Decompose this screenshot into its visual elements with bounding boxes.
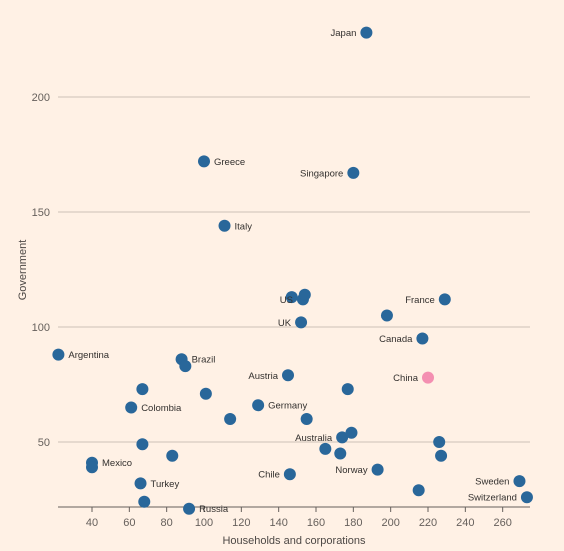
point-label-france: France	[405, 295, 435, 306]
data-point	[334, 447, 347, 460]
data-point	[136, 438, 149, 451]
data-point	[138, 495, 151, 508]
y-tick-label: 200	[32, 92, 50, 104]
point-turkey	[134, 477, 147, 490]
x-tick-label: 200	[381, 517, 399, 529]
point-china	[422, 371, 435, 384]
data-point	[435, 449, 448, 462]
x-tick-label: 180	[344, 517, 362, 529]
y-axis-ticks: 50 100 150 200	[32, 92, 50, 449]
point-colombia	[125, 401, 138, 414]
data-point	[179, 360, 192, 373]
data-point	[300, 413, 313, 425]
x-tick-label: 220	[419, 517, 437, 529]
point-label-austria: Austria	[248, 371, 278, 382]
data-point	[285, 291, 298, 304]
point-japan	[360, 26, 373, 39]
point-label-brazil: Brazil	[192, 355, 216, 366]
point-label-norway: Norway	[335, 465, 367, 476]
point-chile	[283, 468, 296, 481]
data-point	[412, 484, 425, 497]
data-point	[319, 442, 332, 455]
x-tick-label: 160	[307, 517, 325, 529]
point-label-australia: Australia	[295, 433, 333, 444]
point-france	[438, 293, 451, 306]
x-tick-label: 140	[269, 517, 287, 529]
point-switzerland	[520, 491, 533, 504]
data-point	[166, 449, 179, 462]
point-label-argentina: Argentina	[68, 350, 109, 361]
point-label-italy: Italy	[235, 221, 253, 232]
point-sweden	[513, 475, 526, 488]
point-label-mexico: Mexico	[102, 458, 132, 469]
point-argentina	[52, 348, 65, 361]
point-uk	[295, 316, 308, 329]
point-label-chile: Chile	[258, 470, 280, 481]
point-label-sweden: Sweden	[475, 477, 509, 488]
point-label-colombia: Colombia	[141, 403, 182, 414]
x-tick-label: 260	[493, 517, 511, 529]
point-label-greece: Greece	[214, 157, 245, 168]
point-greece	[198, 155, 211, 168]
point-label-turkey: Turkey	[151, 479, 180, 490]
x-axis-ticks: 40 60 80 100 120 140 160 180 200 220 240 260	[86, 507, 512, 529]
point-label-canada: Canada	[379, 334, 413, 345]
y-tick-label: 150	[32, 207, 50, 219]
point-australia	[336, 431, 349, 444]
x-tick-label: 60	[123, 517, 135, 529]
data-point	[86, 461, 98, 474]
data-point	[433, 436, 446, 448]
point-italy	[218, 219, 231, 232]
point-label-uk: UK	[278, 318, 292, 329]
data-point	[224, 413, 237, 425]
data-point	[380, 309, 393, 322]
point-label-us: US	[280, 295, 293, 306]
x-tick-label: 80	[161, 517, 173, 529]
y-tick-label: 100	[32, 322, 50, 334]
data-point	[136, 383, 149, 396]
y-tick-label: 50	[38, 437, 50, 449]
point-germany	[252, 399, 265, 412]
point-label-russia: Russia	[199, 504, 229, 515]
point-label-singapore: Singapore	[300, 168, 343, 179]
data-point	[298, 288, 311, 301]
y-axis-title: Government	[17, 240, 29, 301]
x-tick-label: 120	[232, 517, 250, 529]
gridlines	[58, 96, 530, 443]
point-labels: Japan Greece Singapore Italy US France UK Canad…	[68, 28, 517, 515]
data-points	[52, 26, 533, 515]
point-russia	[183, 502, 196, 515]
point-label-china: China	[393, 373, 419, 384]
x-tick-label: 100	[195, 517, 213, 529]
data-point	[345, 426, 358, 439]
point-singapore	[347, 166, 360, 179]
point-label-switzerland: Switzerland	[468, 493, 517, 504]
data-point	[199, 387, 212, 400]
x-axis-title: Households and corporations	[222, 535, 366, 547]
x-tick-label: 240	[456, 517, 474, 529]
data-point	[341, 383, 354, 396]
point-canada	[416, 332, 429, 345]
point-label-germany: Germany	[268, 401, 307, 412]
point-label-japan: Japan	[331, 28, 357, 39]
x-tick-label: 40	[86, 517, 98, 529]
point-norway	[371, 463, 384, 476]
point-austria	[282, 369, 295, 382]
